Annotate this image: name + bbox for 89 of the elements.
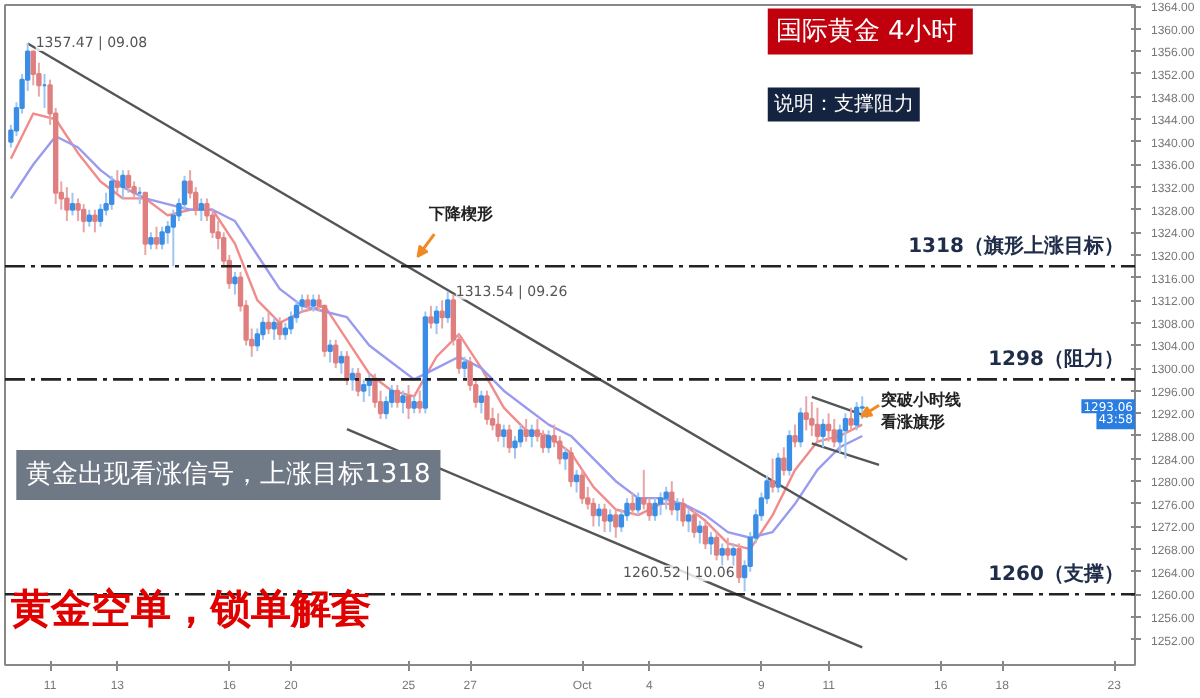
text: 说明：支撑阻力 (773, 91, 914, 116)
candlestick (769, 457, 776, 494)
candlestick (713, 531, 720, 562)
annotation: 突破小时线看涨旗形 (878, 391, 961, 431)
candlestick (355, 367, 361, 398)
candlestick (809, 401, 815, 437)
candlestick (344, 350, 350, 387)
candlestick (635, 491, 641, 517)
candlestick (394, 384, 401, 409)
candlestick (349, 367, 356, 392)
candlestick (629, 491, 636, 517)
candlestick (702, 519, 709, 551)
candlestick (792, 423, 798, 449)
candlestick (663, 485, 669, 511)
ref-line-label: 1260（支撑） (988, 562, 1124, 587)
candlestick (417, 389, 423, 415)
candlestick (736, 542, 742, 584)
candlestick (433, 304, 440, 336)
candlestick (114, 169, 120, 194)
candlestick (81, 203, 87, 234)
text: 国际黄金 4小时 (775, 16, 957, 47)
candlestick (109, 174, 115, 211)
candlestick (842, 412, 849, 460)
candlestick (159, 225, 165, 251)
candlestick (271, 316, 277, 341)
candlestick (803, 395, 809, 432)
candlestick (831, 417, 837, 449)
candlestick (797, 406, 804, 449)
annotation: 下降楔形 (426, 204, 493, 223)
candlestick (669, 480, 675, 517)
candlestick (439, 299, 445, 330)
candlestick (361, 378, 367, 404)
candlestick (825, 412, 832, 443)
candlestick (545, 429, 552, 454)
candlestick (601, 502, 608, 534)
candlestick (405, 384, 412, 420)
candlestick (613, 508, 619, 539)
candlestick (719, 542, 725, 568)
candlestick (848, 406, 854, 432)
candlestick (568, 446, 574, 488)
candlestick (820, 417, 826, 449)
annotation: 黄金空单，锁单解套 (8, 584, 371, 632)
candlestick (478, 389, 485, 415)
candlestick (501, 423, 507, 449)
candlestick (657, 491, 664, 517)
candlestick (506, 423, 513, 454)
candlestick (562, 446, 569, 471)
candlestick (523, 417, 529, 443)
candlestick (607, 508, 613, 534)
candlestick (775, 451, 781, 494)
candlestick (69, 191, 76, 217)
candlestick (708, 531, 714, 556)
candlestick (691, 508, 697, 539)
candlestick (153, 225, 160, 251)
candlestick (786, 429, 793, 477)
annotation: 黄金出现看涨信号，上涨目标1318 (26, 460, 431, 490)
candlestick (338, 350, 345, 375)
candlestick (674, 497, 681, 522)
candlestick (198, 197, 204, 223)
candlestick (781, 446, 787, 477)
candlestick (853, 401, 860, 432)
candlestick (697, 519, 703, 545)
candlestick (579, 468, 585, 505)
candlestick (652, 497, 658, 522)
candlestick (64, 186, 70, 223)
candlestick (277, 316, 283, 341)
candlestick (484, 389, 490, 426)
candlestick (333, 338, 339, 370)
candlestick (725, 536, 731, 562)
candlestick (232, 270, 238, 296)
candlestick (529, 423, 535, 449)
candlestick (685, 508, 692, 534)
candlestick (120, 169, 126, 200)
candlestick (461, 355, 468, 381)
candlestick (327, 338, 333, 364)
ref-line-label: 1318（旗形上涨目标） (908, 234, 1124, 259)
candlestick (445, 290, 451, 324)
candlestick (495, 412, 501, 443)
candlestick (596, 502, 602, 528)
candlestick (125, 169, 132, 194)
ref-line-label: 1298（阻力） (988, 347, 1124, 372)
candlestick (814, 406, 821, 443)
candlestick (265, 310, 272, 336)
candlestick (573, 468, 580, 494)
candlestick (92, 208, 98, 234)
candlestick (680, 497, 686, 528)
candlestick (400, 389, 406, 415)
candlestick (428, 304, 434, 330)
candlestick (730, 542, 737, 568)
